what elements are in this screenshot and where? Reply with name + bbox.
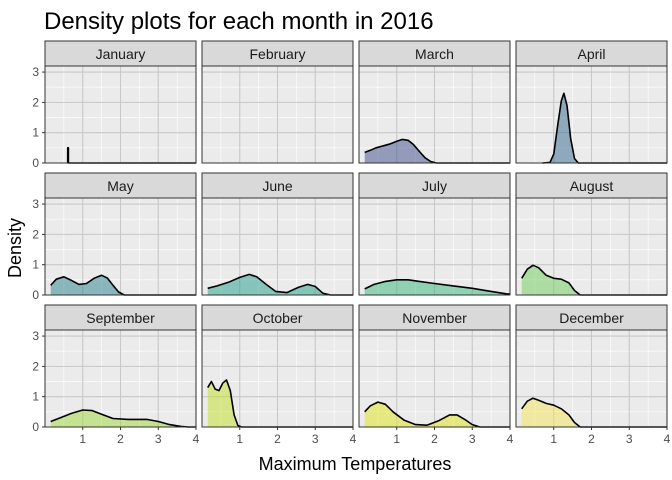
- density-area-december: [521, 398, 667, 427]
- y-tick-label: 0: [32, 288, 39, 302]
- strip-label-february: February: [249, 46, 305, 62]
- strip-november: [358, 304, 511, 331]
- strip-label-april: April: [577, 46, 605, 62]
- density-line-november: [364, 401, 510, 428]
- density-line-may: [50, 274, 196, 296]
- density-area-september: [50, 410, 197, 427]
- x-tick-label: 3: [155, 432, 162, 446]
- x-tick-label: 3: [626, 432, 633, 446]
- strip-label-december: December: [559, 310, 624, 326]
- strip-march: [358, 40, 511, 67]
- strip-september: [44, 304, 197, 331]
- strip-label-may: May: [107, 178, 133, 194]
- density-area-april: [542, 93, 667, 163]
- x-tick-label: 3: [312, 432, 319, 446]
- y-tick-label: 3: [32, 197, 39, 211]
- panel-border-march: [358, 65, 511, 164]
- density-line-april: [542, 92, 667, 164]
- panel-border-august: [515, 197, 668, 296]
- density-line-june: [207, 273, 353, 296]
- strip-april: [515, 40, 668, 67]
- strip-july: [358, 172, 511, 199]
- strip-label-september: September: [86, 310, 155, 326]
- density-line-december: [521, 397, 667, 428]
- density-area-may: [50, 275, 197, 295]
- x-tick-label: 4: [193, 432, 200, 446]
- y-tick-label: 1: [32, 258, 39, 272]
- y-tick-label: 3: [32, 329, 39, 343]
- density-line-september: [50, 409, 196, 428]
- x-tick-label: 2: [117, 432, 124, 446]
- density-line-july: [364, 279, 511, 295]
- density-line-march: [364, 138, 510, 164]
- y-tick-label: 3: [32, 65, 39, 79]
- strip-label-july: July: [422, 178, 447, 194]
- x-tick-label: 1: [393, 432, 400, 446]
- facet-panels: January 0 1 2 3 February March April May 0 1 2 3 June…: [32, 40, 671, 446]
- y-tick-label: 1: [32, 390, 39, 404]
- density-line-october: [207, 379, 353, 428]
- panel-border-july: [358, 197, 511, 296]
- strip-february: [201, 40, 354, 67]
- strip-january: [44, 40, 197, 67]
- y-tick-label: 2: [32, 95, 39, 109]
- x-axis-title: Maximum Temperatures: [259, 454, 452, 474]
- panel-border-february: [201, 65, 354, 164]
- y-tick-label: 1: [32, 126, 39, 140]
- x-tick-label: 1: [79, 432, 86, 446]
- x-tick-label: 1: [236, 432, 243, 446]
- panel-border-january: [44, 65, 197, 164]
- panel-border-may: [44, 197, 197, 296]
- density-line-august: [521, 264, 667, 296]
- y-tick-label: 2: [32, 227, 39, 241]
- x-tick-label: 4: [350, 432, 357, 446]
- panel-border-april: [515, 65, 668, 164]
- strip-may: [44, 172, 197, 199]
- strip-october: [201, 304, 354, 331]
- density-area-march: [364, 139, 510, 163]
- x-tick-label: 4: [664, 432, 671, 446]
- strip-label-october: October: [253, 310, 303, 326]
- x-tick-label: 2: [274, 432, 281, 446]
- x-tick-label: 1: [550, 432, 557, 446]
- strip-june: [201, 172, 354, 199]
- density-area-july: [364, 279, 510, 295]
- x-tick-label: 3: [469, 432, 476, 446]
- strip-label-august: August: [570, 178, 614, 194]
- strip-label-march: March: [415, 46, 454, 62]
- panel-border-june: [201, 197, 354, 296]
- strip-label-june: June: [262, 178, 293, 194]
- y-axis-title: Density: [5, 218, 25, 278]
- y-tick-label: 0: [32, 420, 39, 434]
- x-tick-label: 2: [588, 432, 595, 446]
- y-tick-label: 2: [32, 359, 39, 373]
- density-area-june: [207, 274, 353, 295]
- density-area-august: [521, 265, 667, 295]
- x-tick-label: 2: [431, 432, 438, 446]
- chart-title: Density plots for each month in 2016: [44, 8, 434, 35]
- strip-label-january: January: [96, 46, 146, 62]
- y-tick-label: 0: [32, 156, 39, 170]
- density-area-november: [364, 402, 510, 427]
- strip-august: [515, 172, 668, 199]
- strip-label-november: November: [402, 310, 467, 326]
- x-tick-label: 4: [507, 432, 514, 446]
